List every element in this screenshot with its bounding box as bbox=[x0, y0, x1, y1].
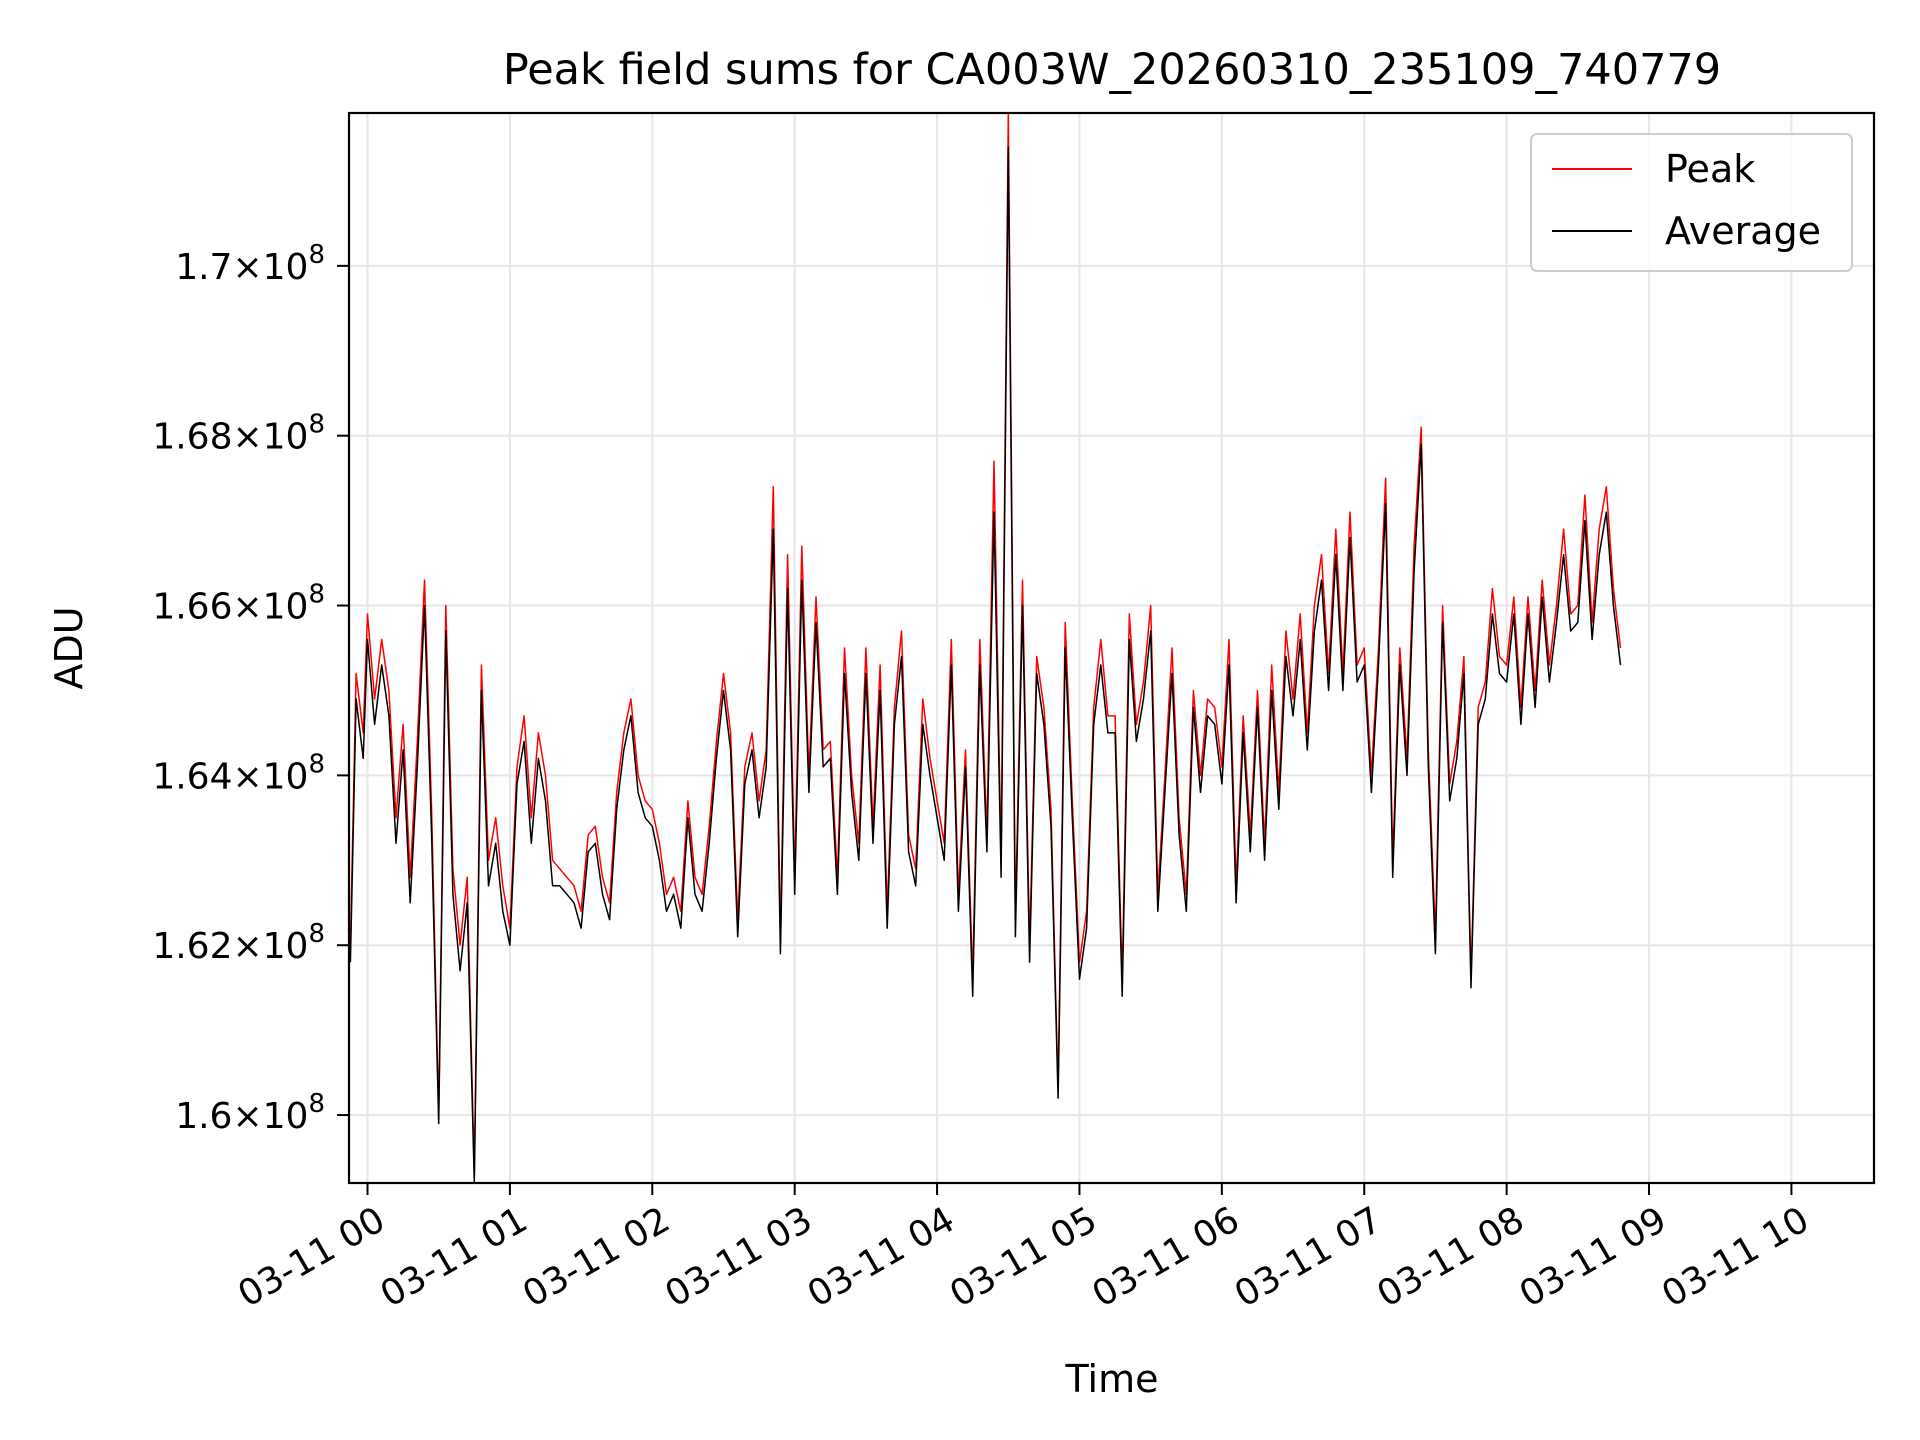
plot-frame bbox=[347, 111, 1876, 1185]
x-axis-label: Time bbox=[1065, 1357, 1159, 1401]
series-layer bbox=[349, 113, 1622, 1183]
y-tick-label: 1.7×108 bbox=[175, 240, 325, 288]
y-tick-mantissa: 1.7 bbox=[175, 247, 232, 288]
y-axis-label: ADU bbox=[47, 606, 91, 689]
plot-area bbox=[347, 111, 1876, 1185]
y-tick-mantissa: 1.64 bbox=[152, 756, 232, 797]
legend: Peak Average bbox=[1530, 133, 1853, 272]
gridlines bbox=[349, 113, 1874, 1183]
y-tick-times: ×10 bbox=[232, 926, 308, 967]
y-tick-label: 1.66×108 bbox=[152, 580, 325, 628]
y-tick-times: ×10 bbox=[232, 756, 308, 797]
legend-label-average: Average bbox=[1665, 209, 1821, 253]
y-tick-mantissa: 1.62 bbox=[152, 926, 232, 967]
y-tick-times: ×10 bbox=[232, 417, 308, 458]
y-tick-label: 1.64×108 bbox=[152, 749, 325, 797]
y-tick-times: ×10 bbox=[232, 247, 308, 288]
y-tick-times: ×10 bbox=[232, 1096, 308, 1137]
legend-label-peak: Peak bbox=[1665, 147, 1755, 191]
y-tick-exponent: 8 bbox=[308, 1089, 325, 1119]
series-line-average bbox=[349, 146, 1622, 1183]
y-tick-exponent: 8 bbox=[308, 240, 325, 270]
y-tick-exponent: 8 bbox=[308, 580, 325, 610]
y-tick-times: ×10 bbox=[232, 587, 308, 628]
chart-title: Peak field sums for CA003W_20260310_2351… bbox=[503, 45, 1721, 95]
y-tick-exponent: 8 bbox=[308, 919, 325, 949]
y-tick-mantissa: 1.6 bbox=[175, 1096, 232, 1137]
y-tick-mantissa: 1.66 bbox=[152, 587, 232, 628]
y-tick-exponent: 8 bbox=[308, 410, 325, 440]
y-tick-label: 1.68×108 bbox=[152, 410, 325, 458]
y-axis-ticks: 1.6×1081.62×1081.64×1081.66×1081.68×1081… bbox=[152, 240, 349, 1137]
y-tick-exponent: 8 bbox=[308, 749, 325, 779]
y-tick-mantissa: 1.68 bbox=[152, 417, 232, 458]
y-tick-label: 1.62×108 bbox=[152, 919, 325, 967]
y-tick-label: 1.6×108 bbox=[175, 1089, 325, 1137]
